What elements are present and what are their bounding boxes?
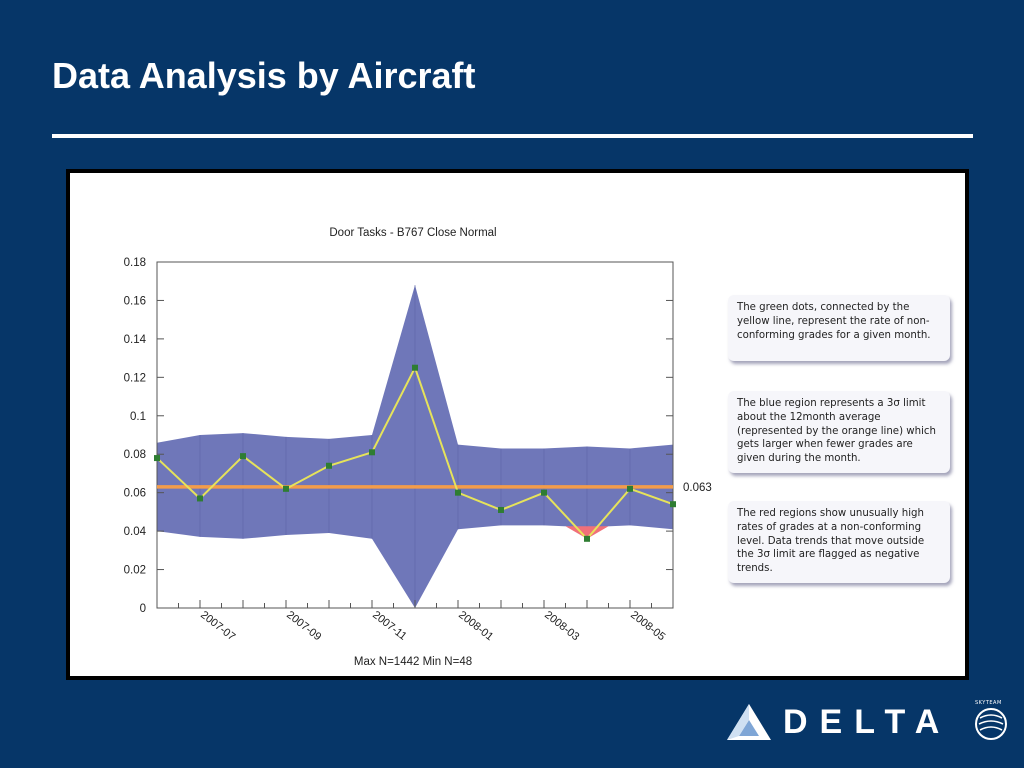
y-tick-label: 0.02	[124, 565, 146, 577]
y-tick-label: 0.14	[124, 334, 147, 346]
average-label: 0.063	[683, 482, 712, 494]
y-tick-label: 0.1	[130, 411, 146, 423]
data-point	[498, 506, 504, 513]
line-chart: Door Tasks - B767 Close Normal Max N=144…	[124, 227, 712, 668]
x-tick-label: 2007-11	[370, 609, 409, 643]
data-point	[412, 364, 418, 371]
skyteam-icon	[975, 708, 1007, 740]
y-tick-label: 0.16	[124, 295, 146, 307]
y-tick-label: 0.06	[124, 488, 146, 500]
y-tick-label: 0.08	[124, 449, 146, 461]
delta-wordmark: DELTA	[783, 703, 952, 741]
data-point	[197, 495, 203, 502]
y-tick-label: 0.18	[124, 257, 146, 269]
data-point	[154, 455, 160, 462]
negative-trend-flag	[565, 526, 609, 539]
data-point	[455, 489, 461, 496]
x-tick-label: 2008-03	[542, 609, 581, 643]
note-blue-region: The blue region represents a 3σ limit ab…	[728, 391, 950, 473]
data-point	[541, 489, 547, 496]
delta-widget-icon	[727, 704, 771, 740]
x-tick-label: 2008-01	[456, 609, 495, 643]
chart-footer: Max N=1442 Min N=48	[354, 656, 472, 668]
x-tick-label: 2008-05	[628, 609, 667, 643]
y-tick-label: 0.12	[124, 372, 146, 384]
y-tick-label: 0.04	[124, 526, 147, 538]
data-point	[670, 501, 676, 508]
note-green-dots: The green dots, connected by the yellow …	[728, 295, 950, 361]
y-tick-label: 0	[140, 603, 146, 615]
slide-title: Data Analysis by Aircraft	[52, 55, 476, 96]
data-point	[627, 485, 633, 492]
x-tick-label: 2007-07	[198, 609, 237, 643]
note-red-regions: The red regions show unusually high rate…	[728, 501, 950, 583]
x-tick-label: 2007-09	[284, 609, 323, 643]
title-divider	[52, 134, 973, 138]
data-point	[584, 535, 590, 542]
data-point	[326, 462, 332, 469]
data-point	[283, 485, 289, 492]
data-point	[369, 449, 375, 456]
chart-title: Door Tasks - B767 Close Normal	[329, 227, 496, 239]
skyteam-label: SKYTEAM	[975, 700, 1002, 706]
delta-logo: DELTA SKYTEAM	[725, 700, 1015, 744]
data-point	[240, 453, 246, 460]
